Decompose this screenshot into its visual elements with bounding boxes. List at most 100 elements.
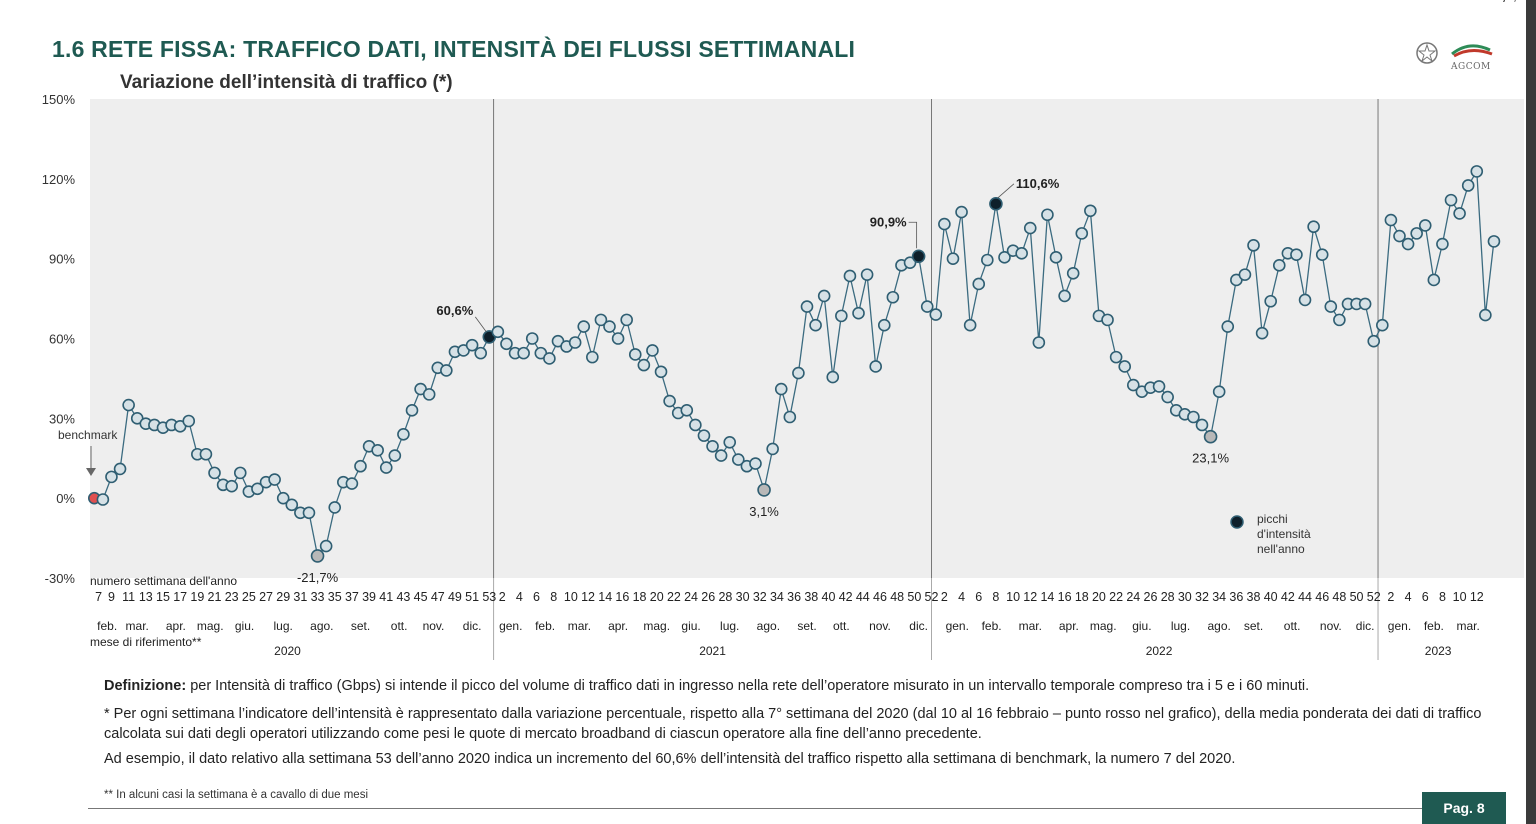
x-month-label: set. [1244, 619, 1263, 633]
data-point [586, 350, 599, 364]
data-point [628, 348, 642, 361]
data-point [208, 466, 221, 480]
legend-text: nell'anno [1257, 542, 1305, 556]
x-month-label: mar. [1457, 619, 1480, 633]
x-week-tick: 38 [804, 590, 818, 604]
x-week-tick: 6 [533, 590, 540, 604]
y-tick-label: 90% [49, 252, 75, 267]
data-point [379, 461, 393, 474]
data-point [422, 388, 436, 401]
data-point [1427, 273, 1441, 287]
data-point [1118, 360, 1132, 373]
data-point [1384, 213, 1398, 227]
data-point [1324, 300, 1338, 313]
data-point [199, 447, 213, 461]
data-point [354, 459, 367, 473]
data-point [251, 482, 264, 496]
x-month-label: nov. [1320, 619, 1342, 633]
y-tick-label: -30% [45, 571, 76, 586]
x-month-label: feb. [535, 619, 555, 633]
data-point [122, 398, 135, 412]
data-point [1152, 380, 1166, 393]
data-label: 68,8% [1499, 0, 1536, 3]
data-point [1376, 318, 1389, 332]
data-point [268, 473, 281, 486]
data-point [663, 394, 676, 408]
data-point [525, 332, 539, 345]
x-week-tick: 42 [839, 590, 853, 604]
data-point [1479, 308, 1492, 322]
data-point [637, 358, 651, 372]
y-tick-label: 30% [49, 411, 75, 426]
logo-text: AGCOM [1451, 62, 1491, 72]
data-point [869, 360, 882, 373]
data-point [1255, 326, 1269, 340]
data-point [732, 453, 745, 466]
x-week-tick: 2 [941, 590, 948, 604]
data-point [826, 370, 840, 384]
note-2: Ad esempio, il dato relativo alla settim… [104, 751, 1236, 767]
x-week-tick: 40 [822, 590, 836, 604]
data-point [319, 539, 333, 553]
x-month-label: dic. [463, 619, 482, 633]
data-label: -21,7% [297, 570, 339, 585]
series-line [94, 169, 1495, 558]
data-point [1436, 237, 1449, 251]
x-week-tick: 12 [1023, 590, 1037, 604]
data-point [646, 344, 659, 357]
data-point [1272, 259, 1286, 272]
data-point [723, 435, 737, 449]
data-point [1161, 390, 1174, 404]
data-point [1444, 193, 1458, 207]
y-tick-label: 150% [42, 92, 76, 107]
data-point [440, 364, 453, 377]
window-edge [1526, 0, 1536, 824]
x-week-tick: 4 [1405, 590, 1412, 604]
x-week-tick: 44 [856, 590, 870, 604]
x-month-label: mag. [643, 619, 670, 633]
x-year-label: 2022 [1146, 644, 1173, 658]
x-week-tick: 36 [787, 590, 801, 604]
data-point [1393, 229, 1406, 243]
data-point [1470, 165, 1484, 178]
x-week-tick: 26 [1144, 590, 1158, 604]
data-point [1410, 227, 1423, 240]
x-week-tick: 2 [499, 590, 506, 604]
x-week-tick: 44 [1298, 590, 1312, 604]
data-label: 3,1% [749, 504, 779, 519]
legend-text: picchi [1257, 512, 1288, 526]
low-point [310, 549, 325, 563]
data-point [903, 256, 917, 269]
x-week-tick: 34 [1212, 590, 1226, 604]
x-week-tick: 7 [95, 590, 102, 604]
x-week-tick: 27 [259, 590, 273, 604]
data-point [517, 346, 530, 360]
data-point [96, 493, 110, 506]
x-month-label: gen. [499, 619, 522, 633]
x-week-tick: 13 [139, 590, 153, 604]
x-week-tick: 46 [873, 590, 887, 604]
data-point [113, 462, 127, 476]
data-point [1041, 208, 1054, 222]
data-point [835, 309, 848, 323]
x-week-tick: 24 [684, 590, 698, 604]
data-point [1315, 248, 1329, 261]
x-month-label: giu. [1132, 619, 1151, 633]
x-week-tick: 34 [770, 590, 784, 604]
x-week-tick: 17 [173, 590, 187, 604]
data-point [405, 404, 419, 417]
data-point [654, 365, 668, 379]
x-week-tick: 6 [975, 590, 982, 604]
data-point [1195, 418, 1209, 432]
x-month-label: apr. [608, 619, 628, 633]
data-point [972, 277, 986, 291]
x-week-tick: 31 [293, 590, 307, 604]
x-week-tick: 28 [718, 590, 732, 604]
x-week-tick: 36 [1229, 590, 1243, 604]
x-month-label: ott. [1284, 619, 1301, 633]
data-label: 122,8% [1480, 0, 1525, 3]
x-axis-weeks-title: numero settimana dell'anno [90, 574, 237, 588]
x-week-tick: 37 [345, 590, 359, 604]
data-point [1109, 350, 1123, 364]
data-label: 23,1% [1192, 451, 1229, 466]
